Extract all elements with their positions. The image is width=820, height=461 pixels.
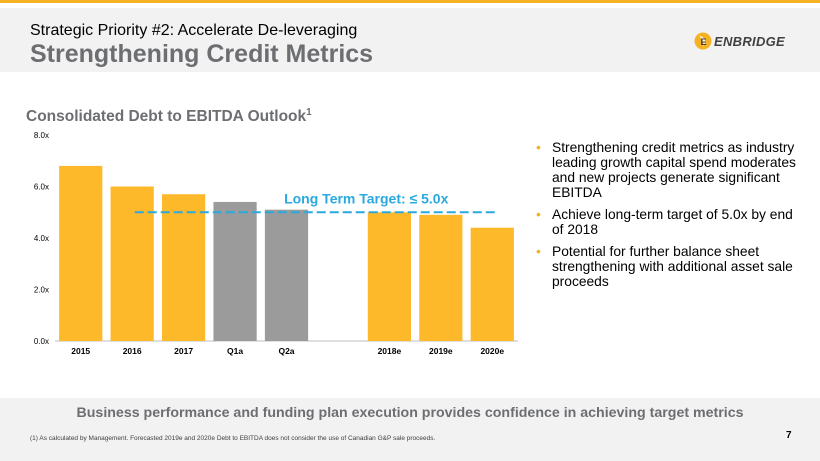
page-number: 7 xyxy=(786,430,792,441)
bar xyxy=(367,212,411,341)
y-axis-ticks: 0.0x 2.0x 4.0x 6.0x 8.0x xyxy=(34,131,49,346)
x-tick-label: 2020e xyxy=(480,346,504,356)
x-tick-label: 2018e xyxy=(378,346,402,356)
bar xyxy=(264,209,309,341)
top-accent-rule xyxy=(0,0,820,3)
x-tick-label: Q2a xyxy=(278,346,294,356)
x-tick-label: 2019e xyxy=(429,346,453,356)
key-message: Business performance and funding plan ex… xyxy=(76,405,744,421)
bullet-text: Potential for further balance sheet stre… xyxy=(552,244,793,289)
footnote-marker: 1 xyxy=(306,107,312,118)
bullet-item: • Achieve long-term target of 5.0x by end… xyxy=(536,206,806,238)
bar xyxy=(162,194,206,341)
enbridge-flame-logo-icon: E xyxy=(694,32,712,50)
y-tick-label: 2.0x xyxy=(34,286,49,295)
y-tick-label: 8.0x xyxy=(34,131,49,140)
logo-mark: E xyxy=(701,37,707,47)
logo-text: ENBRIDGE xyxy=(714,33,786,49)
y-tick-label: 6.0x xyxy=(34,183,49,192)
header-band xyxy=(0,8,820,72)
bullet-text: Strengthening credit metrics as industry… xyxy=(552,140,796,200)
bullet-item: • Strengthening credit metrics as industr… xyxy=(536,139,806,201)
x-tick-label: 2016 xyxy=(123,346,142,356)
bullet-item: • Potential for further balance sheet str… xyxy=(536,243,806,290)
target-label: Long Term Target: ≤ 5.0x xyxy=(284,190,449,206)
slide-title: Strengthening Credit Metrics xyxy=(30,40,374,68)
enbridge-logo: E ENBRIDGE xyxy=(694,32,785,50)
chart-section-title: Consolidated Debt to EBITDA Outlook1 xyxy=(26,107,312,126)
x-axis-tick-labels: 2015 2016 2017 Q1a Q2a 2018e 2019e 2020e xyxy=(71,346,504,356)
x-tick-label: 2015 xyxy=(71,346,90,356)
footnote: (1) As calculated by Management. Forecas… xyxy=(30,435,436,442)
chart-bars xyxy=(59,165,514,341)
bar xyxy=(213,201,257,341)
bullet-list: • Strengthening credit metrics as industr… xyxy=(536,140,806,296)
x-tick-label: Q1a xyxy=(227,346,243,356)
x-tick-label: 2017 xyxy=(174,346,193,356)
bullet-dot-icon: • xyxy=(536,139,541,155)
bullet-dot-icon: • xyxy=(536,243,541,259)
y-tick-label: 0.0x xyxy=(34,337,49,346)
chart-section-title-text: Consolidated Debt to EBITDA Outlook xyxy=(26,108,307,126)
slide-kicker: Strategic Priority #2: Accelerate De-lev… xyxy=(30,22,358,39)
y-tick-label: 4.0x xyxy=(34,234,49,243)
debt-to-ebitda-chart: 0.0x2.0x4.0x6.0x8.0x 2015 2016 2017 Q1a Q2a 2… xyxy=(34,131,518,356)
bar xyxy=(419,214,463,341)
bullet-dot-icon: • xyxy=(536,206,541,222)
bar xyxy=(470,227,514,341)
bar xyxy=(110,186,154,341)
bullet-text: Achieve long-term target of 5.0x by end … xyxy=(552,207,793,237)
footer-band xyxy=(0,398,820,461)
bar xyxy=(59,165,103,341)
